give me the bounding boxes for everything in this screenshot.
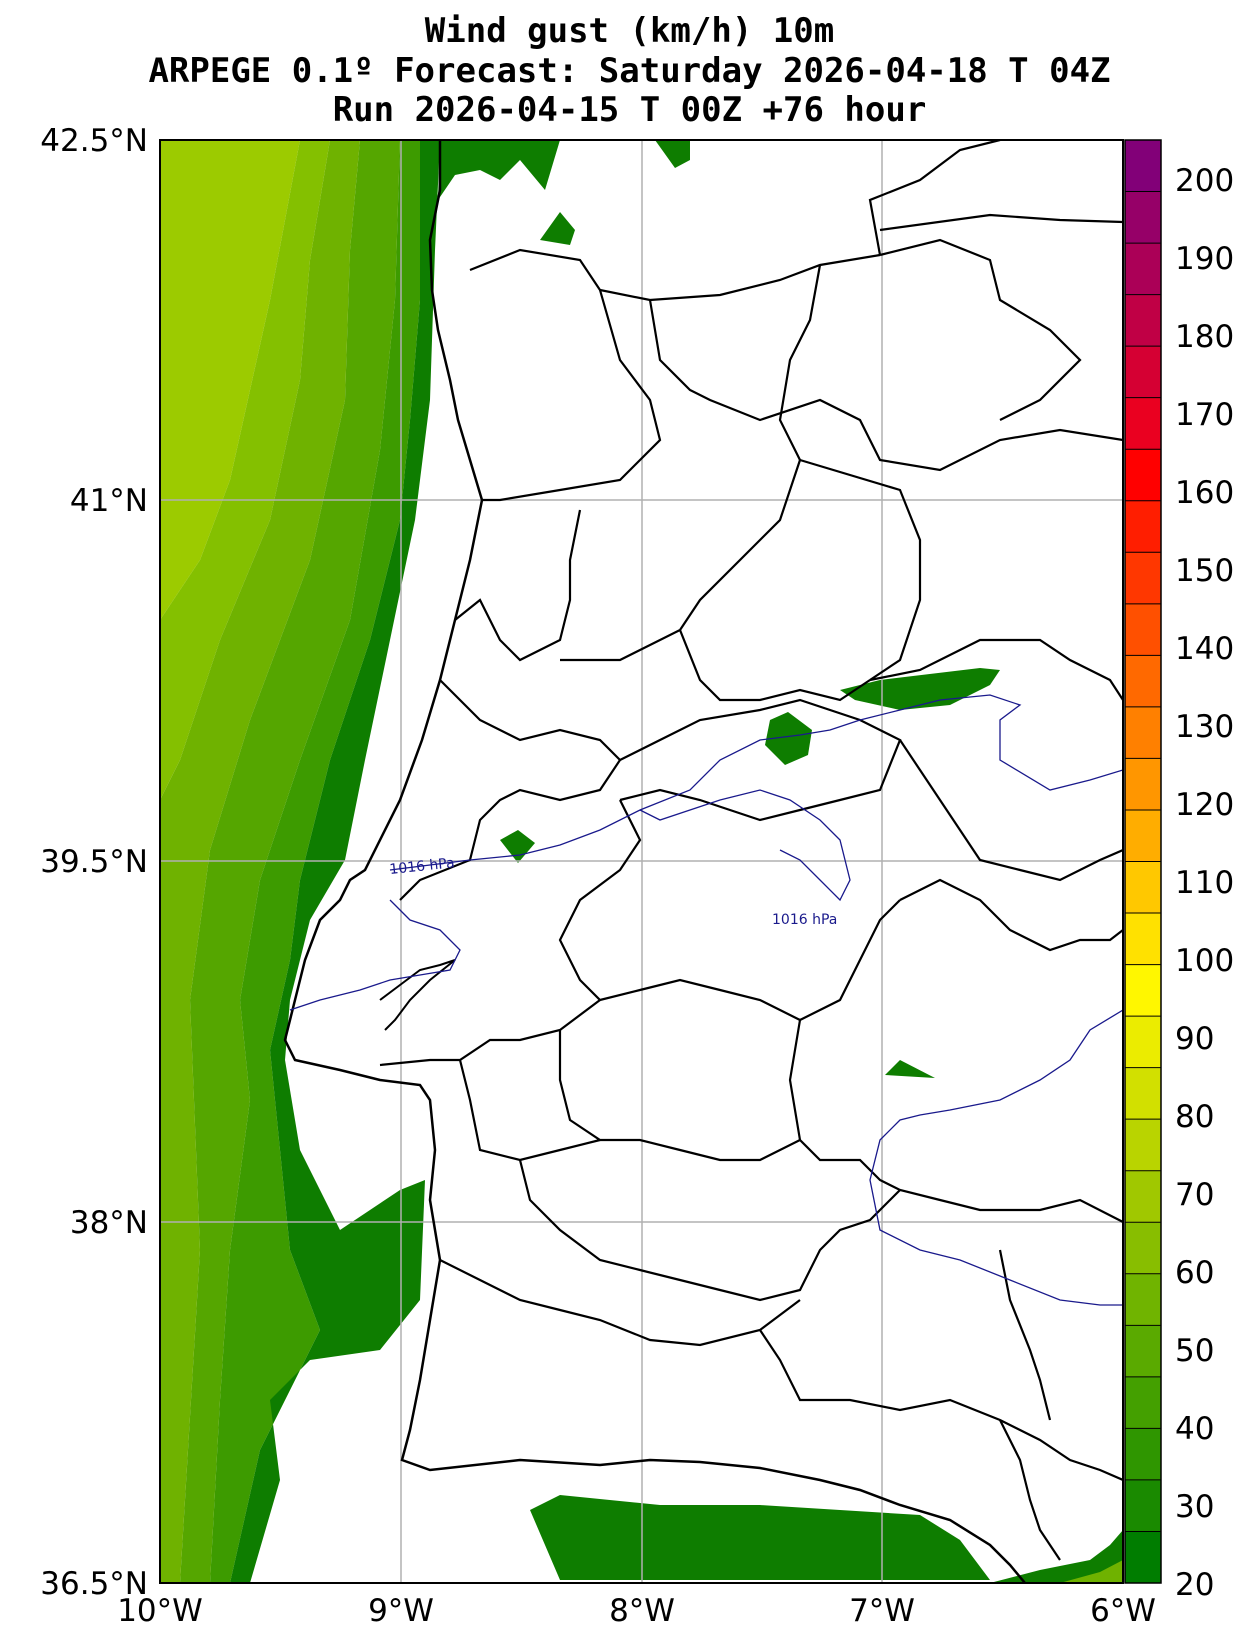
colorbar-tick-160: 160 [1175, 475, 1234, 511]
colorbar-segment [1125, 346, 1161, 399]
colorbar-segment [1125, 1016, 1161, 1069]
colorbar-segment [1125, 1273, 1161, 1326]
colorbar-segment [1125, 913, 1161, 966]
colorbar-segment [1125, 1376, 1161, 1429]
gust-patch-north-1 [540, 212, 575, 245]
colorbar-segment [1125, 706, 1161, 759]
gust-patch-3 [840, 668, 1000, 710]
colorbar-segment [1125, 1067, 1161, 1120]
colorbar-tick-140: 140 [1175, 631, 1234, 667]
isobar-label-2: 1016 hPa [772, 912, 837, 928]
coastline [283, 140, 1026, 1583]
colorbar-segment [1125, 1479, 1161, 1532]
map-area: 1016 hPa 1016 hPa [160, 140, 1123, 1583]
colorbar-segment [1125, 552, 1161, 605]
colorbar-segment [1125, 1428, 1161, 1481]
gust-patch-4 [885, 1060, 935, 1078]
colorbar-tick-labels: 200 190 180 170 160 150 140 130 120 110 … [1175, 163, 1234, 1603]
isobar-label-1: 1016 hPa [389, 855, 456, 878]
colorbar-tick-110: 110 [1175, 865, 1234, 901]
lat-label-41: 41°N [70, 483, 148, 519]
colorbar-segment [1125, 1119, 1161, 1172]
district-borders [379, 140, 1123, 1561]
colorbar-segment [1125, 294, 1161, 347]
lon-label-7w: 7°W [849, 1593, 915, 1629]
gridlines [160, 140, 1123, 1583]
lat-label-42-5: 42.5°N [40, 123, 148, 159]
gust-patch-1 [500, 830, 535, 863]
colorbar-segment [1125, 1170, 1161, 1223]
colorbar-tick-90: 90 [1175, 1021, 1214, 1057]
lat-label-39-5: 39.5°N [40, 844, 148, 880]
colorbar-segment [1125, 1222, 1161, 1275]
colorbar-tick-30: 30 [1175, 1489, 1214, 1525]
colorbar-tick-80: 80 [1175, 1099, 1214, 1135]
colorbar-segment [1125, 964, 1161, 1017]
colorbar-tick-20: 20 [1175, 1567, 1214, 1603]
colorbar-segment [1125, 449, 1161, 502]
colorbar-segment [1125, 861, 1161, 914]
colorbar-segment [1125, 655, 1161, 708]
map-frame [159, 139, 1124, 1584]
map-title-line-3: Run 2026-04-15 T 00Z +76 hour [332, 90, 927, 130]
ocean-light-southeast [1060, 1560, 1123, 1583]
colorbar-segment [1125, 500, 1161, 553]
colorbar-segment [1125, 758, 1161, 811]
colorbar-tick-50: 50 [1175, 1333, 1214, 1369]
colorbar-segment [1125, 809, 1161, 862]
colorbar-tick-100: 100 [1175, 943, 1234, 979]
lon-axis: 10°W 9°W 8°W 7°W 6°W [117, 1593, 1156, 1629]
lon-label-6w: 6°W [1090, 1593, 1156, 1629]
colorbar-segment [1125, 243, 1161, 296]
colorbar-tick-60: 60 [1175, 1255, 1214, 1291]
colorbar-segment [1125, 191, 1161, 244]
lat-label-36-5: 36.5°N [40, 1566, 148, 1602]
colorbar-tick-180: 180 [1175, 319, 1234, 355]
colorbar [1125, 140, 1161, 1584]
lon-label-8w: 8°W [609, 1593, 675, 1629]
colorbar-segment [1125, 140, 1161, 193]
colorbar-segment [1125, 397, 1161, 450]
colorbar-segment [1125, 603, 1161, 656]
ocean-coastal-south [530, 1495, 990, 1580]
gust-patch-2 [765, 712, 812, 765]
lon-label-10w: 10°W [117, 1593, 203, 1629]
colorbar-segment [1125, 1531, 1161, 1584]
colorbar-frame [1124, 139, 1162, 1584]
colorbar-tick-120: 120 [1175, 787, 1234, 823]
colorbar-tick-200: 200 [1175, 163, 1234, 199]
lon-label-9w: 9°W [368, 1593, 434, 1629]
colorbar-tick-150: 150 [1175, 553, 1234, 589]
isobars [289, 694, 1123, 1306]
ocean-coastal-north [438, 140, 560, 200]
map-title-line-2: ARPEGE 0.1º Forecast: Saturday 2026-04-1… [148, 51, 1111, 91]
ocean-band-2 [160, 140, 330, 800]
colorbar-tick-40: 40 [1175, 1411, 1214, 1447]
colorbar-segment [1125, 1325, 1161, 1378]
colorbar-tick-190: 190 [1175, 241, 1234, 277]
lat-label-38: 38°N [70, 1205, 148, 1241]
colorbar-tick-170: 170 [1175, 397, 1234, 433]
gust-patch-north-2 [655, 140, 690, 168]
colorbar-tick-130: 130 [1175, 709, 1234, 745]
map-title-line-1: Wind gust (km/h) 10m [424, 11, 835, 51]
colorbar-tick-70: 70 [1175, 1177, 1214, 1213]
lat-axis: 42.5°N 41°N 39.5°N 38°N 36.5°N [40, 123, 148, 1602]
ocean-coastal-southeast [990, 1530, 1123, 1583]
